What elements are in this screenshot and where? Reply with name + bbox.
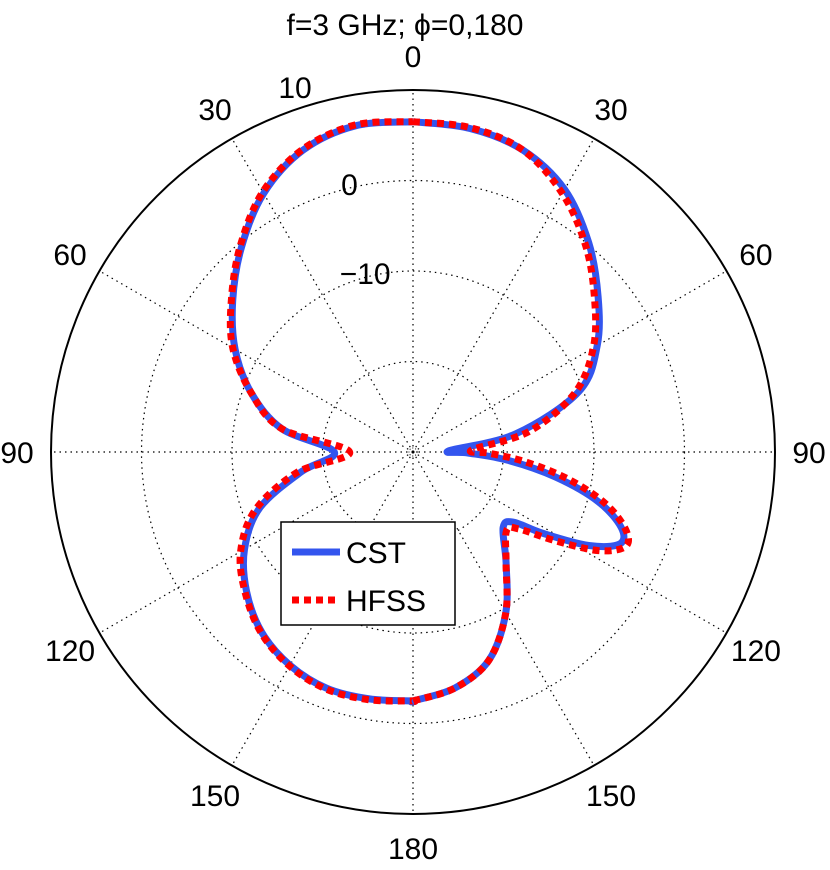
radial-label: −10 — [340, 258, 391, 291]
angle-label-right: 0 — [405, 41, 422, 74]
angle-label-right: 180 — [388, 833, 438, 866]
outer-circle — [50, 89, 776, 815]
angle-label-right: 120 — [731, 635, 781, 668]
radial-label-outer: 10 — [278, 72, 311, 105]
angle-label-left: 150 — [190, 780, 240, 813]
legend: CST HFSS — [280, 521, 456, 626]
series-curves — [226, 118, 633, 706]
angle-label-right: 90 — [792, 437, 825, 470]
radial-label: 0 — [341, 169, 358, 202]
polar-grid — [50, 89, 776, 815]
axis-labels: 0 30 60 90 120 150 180 30 60 90 120 150 0 −10 10 — [0, 41, 825, 866]
grid-spoke — [99, 270, 414, 453]
angle-label-right: 150 — [586, 780, 636, 813]
legend-label-cst: CST — [346, 537, 406, 570]
angle-label-right: 60 — [739, 239, 772, 272]
chart-title: f=3 GHz; ϕ=0,180 — [287, 9, 524, 42]
grid-center — [408, 447, 418, 457]
angle-label-left: 30 — [198, 94, 231, 127]
angle-label-left: 90 — [0, 437, 33, 470]
angle-label-left: 120 — [45, 635, 95, 668]
grid-circle — [140, 179, 686, 725]
angle-label-left: 60 — [53, 239, 86, 272]
legend-label-hfss: HFSS — [346, 585, 426, 618]
grid-spoke — [412, 270, 727, 453]
grid-circle — [231, 270, 595, 634]
angle-label-right: 30 — [594, 94, 627, 127]
legend-box — [280, 521, 456, 626]
grid-circle — [321, 360, 505, 544]
